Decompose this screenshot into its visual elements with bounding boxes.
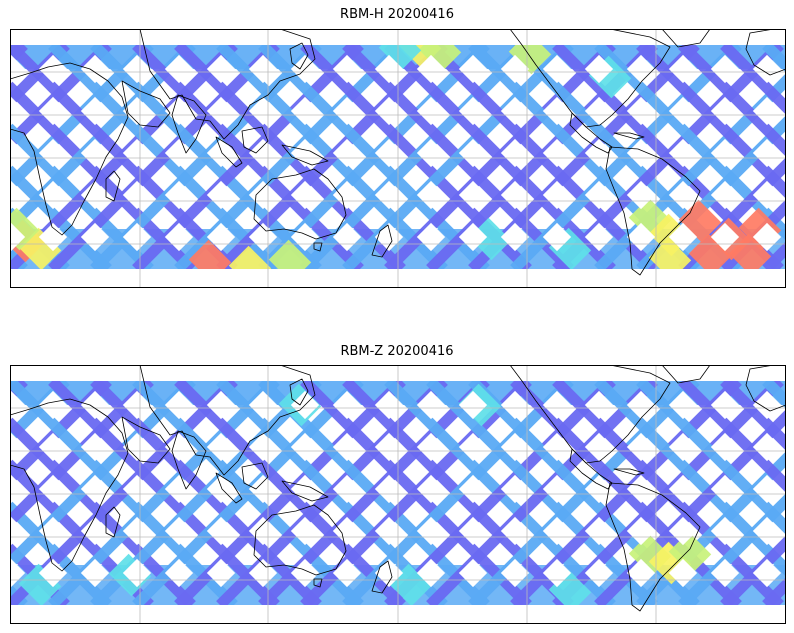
coastline-india [171, 94, 207, 154]
coastline-newzealand [371, 224, 393, 258]
graticule [10, 365, 786, 624]
coastline-camerica [569, 448, 613, 490]
swath-desc--2 [10, 41, 154, 193]
swath-desc--2 [10, 377, 154, 529]
hotspot-17 [468, 217, 512, 261]
coastline-samerica [605, 146, 701, 276]
swath-desc--1 [10, 377, 196, 571]
swath-desc--4 [10, 41, 70, 109]
coastline-africa [10, 398, 129, 572]
map-panel-rbm-z [10, 365, 786, 624]
coastline-namerica [509, 29, 671, 128]
coastline-tasmania [313, 242, 323, 252]
coastline-namerica [509, 365, 671, 464]
panel-title-rbm-z: RBM-Z 20200416 [340, 344, 454, 359]
coastline-newzealand [371, 560, 393, 594]
swath-asc-17 [720, 41, 786, 115]
coastline-samerica [605, 482, 701, 612]
swath-desc--3 [10, 41, 112, 151]
coastline-asia [139, 365, 316, 476]
hotspot-2 [668, 531, 712, 575]
coastline-sumatra [215, 472, 243, 504]
coastlines [10, 365, 786, 612]
coastline-arabia [121, 416, 171, 464]
swath-asc--3 [10, 163, 112, 273]
swath-desc--3 [10, 377, 112, 487]
swath-asc--4 [10, 541, 70, 609]
coastline-borneo [241, 126, 269, 154]
coastline-india [171, 430, 207, 490]
coastline-japan [289, 42, 309, 70]
coastlines [10, 29, 786, 276]
coastline-greenland [661, 365, 711, 384]
swath-asc-17 [720, 377, 786, 451]
coastline-africa [10, 62, 129, 236]
coastline-madagascar [105, 506, 121, 538]
coastline-camerica [569, 112, 613, 154]
swath-asc-16 [678, 41, 786, 157]
swath-desc--4 [10, 377, 70, 445]
map-frame [10, 29, 786, 288]
graticule [10, 29, 786, 288]
coastline-madagascar [105, 170, 121, 202]
coastline-asia [139, 29, 316, 140]
swath-asc--3 [10, 499, 112, 609]
coastline-australia [253, 168, 347, 240]
coastline-europe [745, 29, 786, 76]
coastline-japan [289, 378, 309, 406]
hotspot-11 [678, 199, 722, 243]
coastline-borneo [241, 462, 269, 490]
hotspot-4 [18, 563, 62, 607]
coastline-caribbean [613, 468, 645, 476]
swath-desc--1 [10, 41, 196, 235]
panel-title-rbm-h: RBM-H 20200416 [340, 7, 454, 22]
coastline-europe [745, 365, 786, 412]
coastline-newguinea [281, 480, 329, 502]
coastline-tasmania [313, 578, 323, 588]
coastline-sumatra [215, 136, 243, 168]
coastline-australia [253, 504, 347, 576]
map-panel-rbm-h [10, 29, 786, 288]
coastline-newguinea [281, 144, 329, 166]
coastline-arabia [121, 80, 171, 128]
swath-asc-16 [678, 377, 786, 493]
hotspot-5 [10, 207, 40, 251]
coastline-caribbean [613, 132, 645, 140]
coastline-greenland [661, 29, 711, 48]
map-frame [10, 365, 786, 624]
